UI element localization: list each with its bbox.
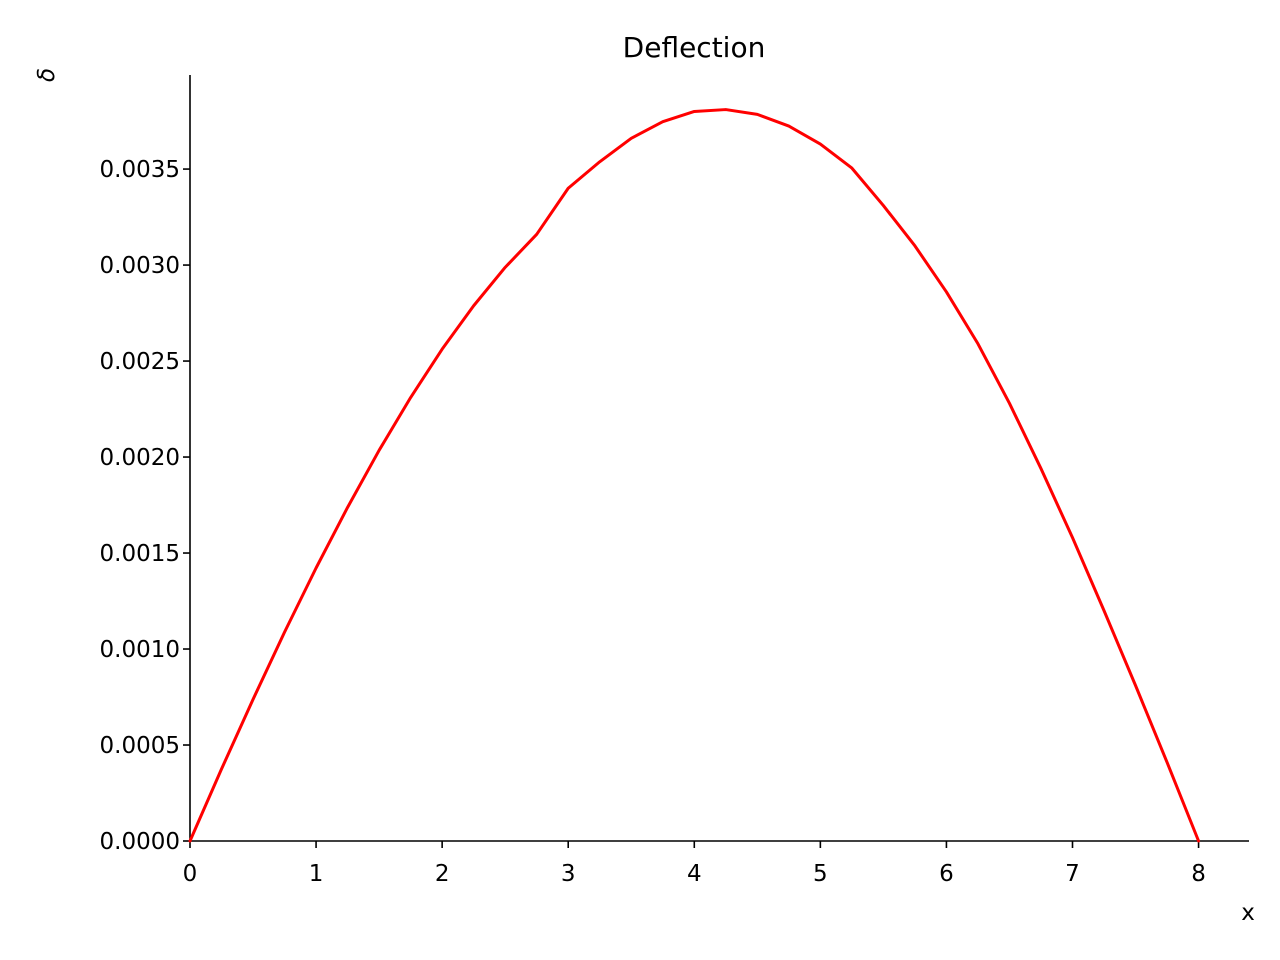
x-tick-label: 5: [813, 861, 828, 887]
y-axis-label: δ: [34, 68, 60, 82]
x-tick-label: 3: [561, 861, 576, 887]
y-tick-label: 0.0030: [100, 253, 180, 279]
y-tick-label: 0.0025: [100, 349, 180, 375]
chart-title: Deflection: [623, 31, 766, 64]
x-axis-label: x: [1241, 900, 1255, 926]
x-tick-label: 0: [183, 861, 198, 887]
deflection-series-line: [188, 108, 1201, 843]
x-tick-label: 6: [939, 861, 954, 887]
y-tick-label: 0.0020: [100, 445, 180, 471]
x-tick-label: 7: [1065, 861, 1080, 887]
x-tick-label: 2: [435, 861, 450, 887]
x-tick-label: 4: [687, 861, 702, 887]
y-tick-label: 0.0000: [100, 829, 180, 855]
y-tick-label: 0.0015: [100, 541, 180, 567]
x-tick-label: 8: [1191, 861, 1206, 887]
y-tick-label: 0.0005: [100, 733, 180, 759]
plot-area: 0 1 2 3 4 5 6 7 8 0.0000 0.0005 0.0010 0.0015 0.0020 0…: [100, 75, 1249, 887]
y-tick-label: 0.0010: [100, 637, 180, 663]
y-tick-label: 0.0035: [100, 157, 180, 183]
x-tick-label: 1: [309, 861, 324, 887]
